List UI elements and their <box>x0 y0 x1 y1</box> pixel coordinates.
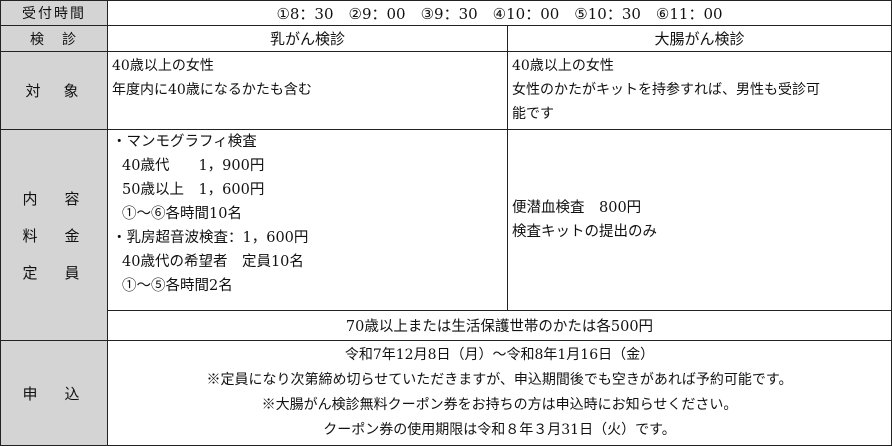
colon-exam-header: 大腸がん検診 <box>507 25 892 52</box>
apply-period: 令和7年12月8日（月）～令和8年1月16日（金） <box>344 347 655 363</box>
discount-note: 70歳以上または生活保護世帯のかたは各500円 <box>107 310 892 341</box>
target-label: 対 象 <box>0 51 108 130</box>
breast-content-line: ①～⑥各時間10名 <box>122 206 242 222</box>
colon-content-line: 便潜血検査 800円 <box>512 200 642 216</box>
apply-details: 令和7年12月8日（月）～令和8年1月16日（金） ※定員になり次第締め切らせて… <box>107 340 892 446</box>
breast-content-line: ・乳房超音波検査：1，600円 <box>112 230 309 246</box>
colon-target-line: 40歳以上の女性 <box>512 58 614 74</box>
fee-label: 料 金 <box>22 226 86 245</box>
colon-content: 便潜血検査 800円 検査キットの提出のみ <box>507 129 892 311</box>
breast-target-line: 年度内に40歳になるかたも含む <box>112 82 312 98</box>
breast-content: ・マンモグラフィ検査 40歳代 1，900円 50歳以上 1，600円 ①～⑥各… <box>107 129 508 311</box>
apply-coupon-note: ※大腸がん検診無料クーポン券をお持ちの方は申込時にお知らせください。 <box>261 397 738 413</box>
breast-content-line: 40歳代の希望者 定員10名 <box>122 254 304 270</box>
breast-target: 40歳以上の女性 年度内に40歳になるかたも含む <box>107 51 508 130</box>
breast-exam-header: 乳がん検診 <box>107 25 508 52</box>
apply-label: 申 込 <box>0 340 108 446</box>
breast-content-line: ①～⑤各時間2名 <box>122 278 233 294</box>
reception-label: 受付時間 <box>0 0 108 26</box>
breast-content-line: 40歳代 1，900円 <box>122 158 265 174</box>
colon-target-line: 能です <box>512 106 554 122</box>
reception-times: ①8：30 ②9：00 ③9：30 ④10：00 ⑤10：30 ⑥11：00 <box>107 0 892 26</box>
capacity-label: 定 員 <box>22 263 86 282</box>
colon-content-line: 検査キットの提出のみ <box>512 224 657 240</box>
exam-label: 検 診 <box>0 25 108 52</box>
breast-content-line: ・マンモグラフィ検査 <box>112 134 257 150</box>
colon-target: 40歳以上の女性 女性のかたがキットを持参すれば、男性も受診可 能です <box>507 51 892 130</box>
content-label: 内 容 <box>22 189 86 208</box>
apply-note: ※定員になり次第締め切らせていただきますが、申込期間後でも空きがあれば予約可能で… <box>206 372 793 388</box>
breast-target-line: 40歳以上の女性 <box>112 58 214 74</box>
apply-coupon-expiry: クーポン券の使用期限は令和８年３月31日（火）です。 <box>323 422 676 438</box>
content-fee-capacity-label: 内 容 料 金 定 員 <box>0 129 108 341</box>
colon-target-line: 女性のかたがキットを持参すれば、男性も受診可 <box>512 82 820 98</box>
breast-content-line: 50歳以上 1，600円 <box>122 182 265 198</box>
